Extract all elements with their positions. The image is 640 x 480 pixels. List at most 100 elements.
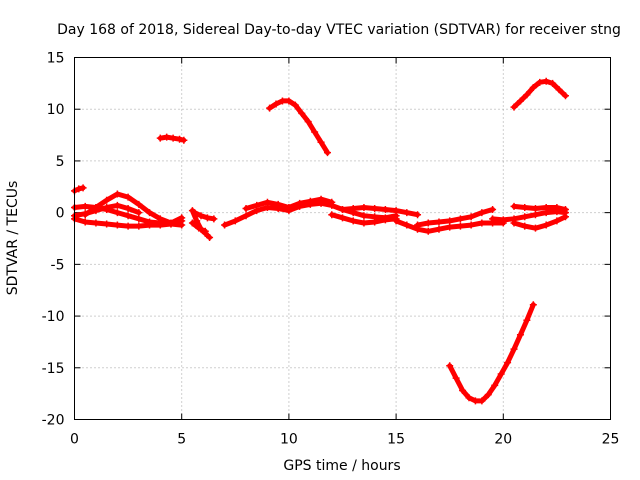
data-point [156, 221, 164, 229]
data-point [285, 203, 293, 211]
y-tick-label: 0 [56, 206, 65, 222]
data-point [553, 203, 561, 211]
y-tick-label: -5 [51, 257, 65, 273]
data-point [349, 217, 357, 225]
data-point [103, 203, 111, 211]
data-point [135, 200, 143, 208]
data-point [201, 227, 209, 235]
data-point [435, 218, 443, 226]
y-tick-labels: -20 -15 -10 -5 0 5 10 15 [42, 51, 65, 429]
y-tick-label: 5 [56, 154, 65, 170]
series-arc-mid-6b [191, 209, 218, 223]
data-point [266, 104, 274, 112]
data-point [446, 362, 454, 370]
data-point [278, 97, 286, 105]
data-point [542, 203, 550, 211]
data-point [489, 206, 497, 214]
y-axis-title: SDTVAR / TECUs [5, 181, 21, 296]
data-point [306, 197, 314, 205]
data-point [156, 215, 164, 223]
data-point [561, 213, 569, 221]
data-point [323, 149, 331, 157]
data-point [146, 221, 154, 229]
y-tick-label: 15 [47, 51, 65, 67]
data-point [456, 215, 464, 223]
x-tick-label: 0 [70, 432, 79, 448]
data-point [499, 216, 507, 224]
data-point [81, 210, 89, 218]
data-point [478, 209, 486, 217]
data-point [459, 387, 467, 395]
data-point [291, 101, 299, 109]
data-point [113, 201, 121, 209]
series-arc-late-e [510, 213, 569, 232]
series-arc-late-a [392, 217, 507, 235]
series-arc-peak-22 [510, 77, 569, 111]
data-point [403, 209, 411, 217]
data-point [516, 97, 524, 105]
data-point [113, 209, 121, 217]
series-arc-mid-c [339, 203, 422, 219]
data-point [360, 212, 368, 220]
data-point [304, 118, 312, 126]
data-point [169, 134, 177, 142]
data-point [446, 217, 454, 225]
data-point [176, 135, 184, 143]
data-point [92, 207, 100, 215]
data-point [489, 215, 497, 223]
series-arc-late-d [510, 202, 569, 214]
x-tick-label: 20 [494, 432, 512, 448]
grid-layer [74, 57, 611, 420]
data-point [521, 222, 529, 230]
data-point [75, 185, 83, 193]
data-point [542, 77, 550, 85]
data-point [529, 301, 537, 309]
data-point [195, 224, 203, 232]
data-point [371, 205, 379, 213]
data-point [360, 219, 368, 227]
series-arc-mid-d [328, 211, 400, 227]
series-arc-high-4 [156, 133, 188, 144]
series-arc-mid-6c [188, 219, 209, 235]
data-point [360, 203, 368, 211]
data-point [221, 221, 229, 229]
data-point [471, 397, 479, 405]
tick-layer [74, 57, 611, 420]
data-point [167, 219, 175, 227]
y-tick-label: -15 [42, 361, 65, 377]
data-point [523, 91, 531, 99]
data-point [553, 217, 561, 225]
x-tick-label: 15 [387, 432, 405, 448]
y-tick-label: -10 [42, 309, 65, 325]
data-point [188, 219, 196, 227]
data-point [163, 133, 171, 141]
data-point [135, 215, 143, 223]
data-point [536, 78, 544, 86]
data-point [529, 83, 537, 91]
data-point [103, 220, 111, 228]
chart-title: Day 168 of 2018, Sidereal Day-to-day VTE… [57, 22, 621, 38]
data-point [317, 195, 325, 203]
data-point [92, 219, 100, 227]
data-point [124, 212, 132, 220]
data-point [467, 221, 475, 229]
series-arc-peak-10 [266, 97, 331, 157]
data-point [497, 370, 505, 378]
data-point [478, 397, 486, 405]
data-point [392, 217, 400, 225]
data-point [510, 103, 518, 111]
data-point [328, 198, 336, 206]
plot-frame [74, 57, 611, 420]
data-point [210, 215, 218, 223]
data-point [296, 199, 304, 207]
x-tick-labels: 0 5 10 15 20 25 [70, 432, 619, 448]
data-point [146, 209, 154, 217]
data-point [414, 221, 422, 229]
x-axis-title: GPS time / hours [283, 458, 400, 474]
data-point [113, 221, 121, 229]
data-point [263, 198, 271, 206]
y-tick-label: 10 [47, 102, 65, 118]
y-tick-label: -20 [42, 413, 65, 429]
data-point [510, 345, 518, 353]
series-arc-early-d [71, 201, 143, 220]
